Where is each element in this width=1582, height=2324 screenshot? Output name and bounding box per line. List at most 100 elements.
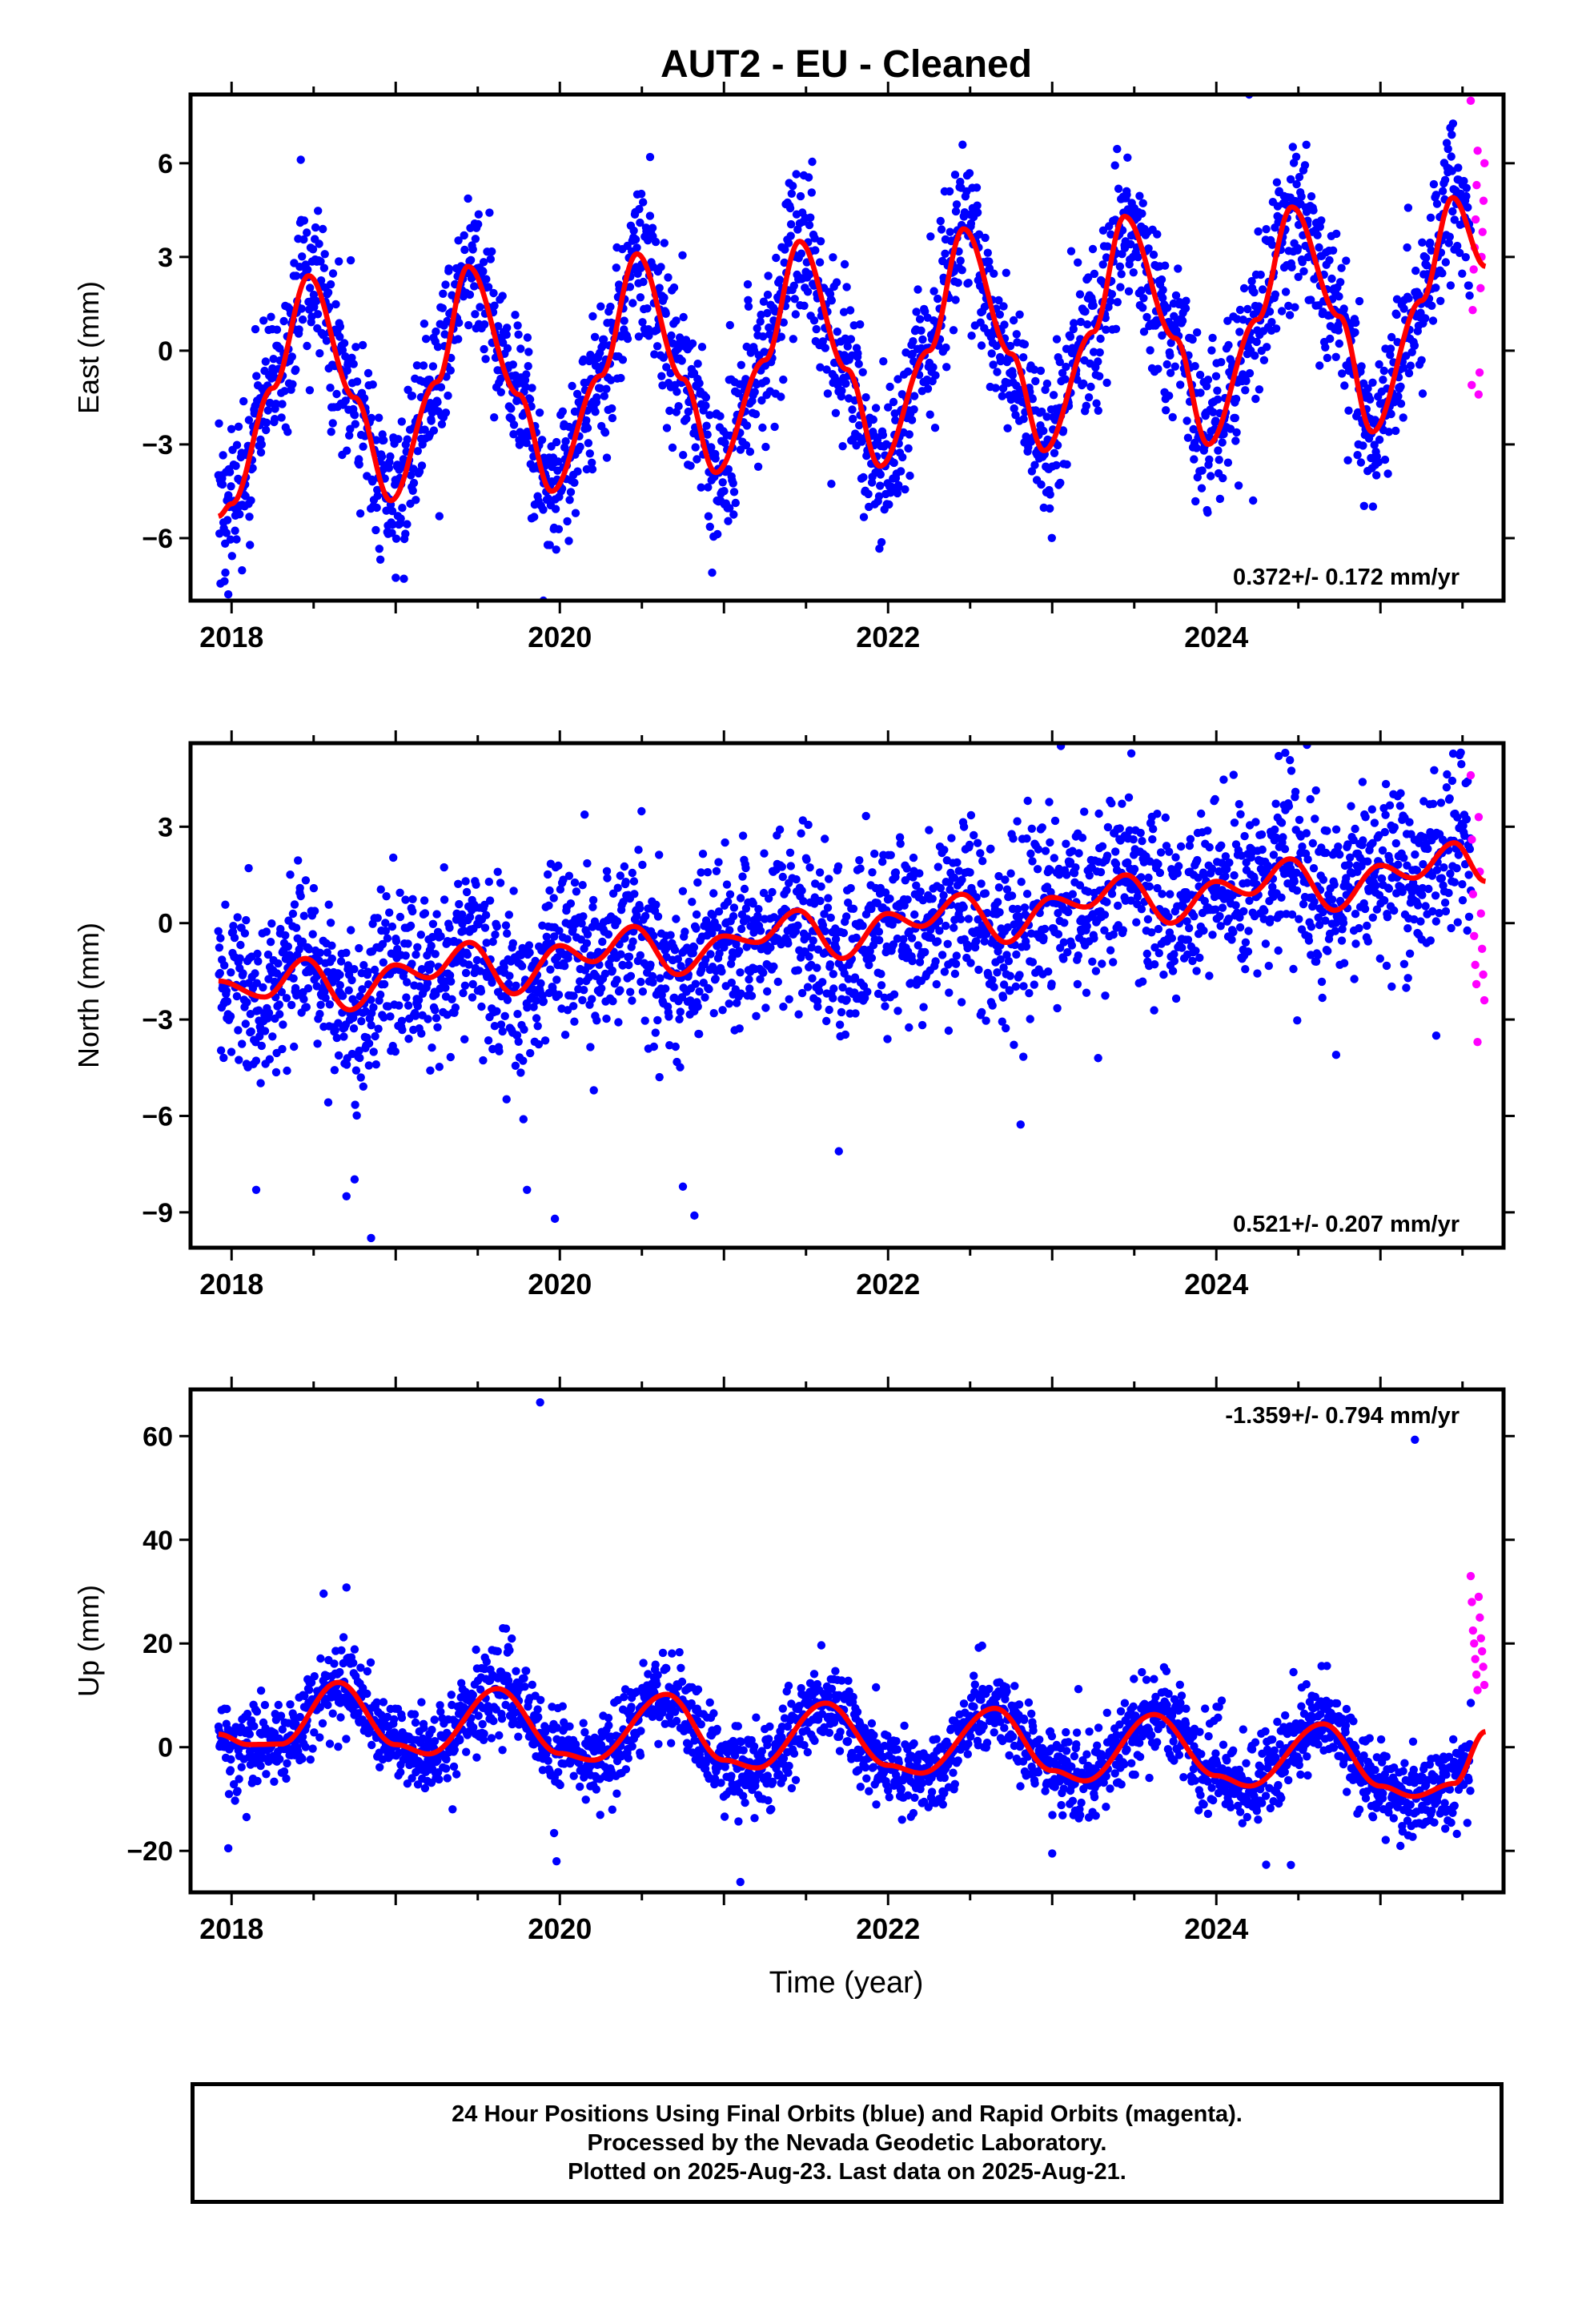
east-final-point [876, 470, 885, 479]
north-final-point [460, 1035, 469, 1044]
east-final-point [599, 335, 608, 344]
east-final-point [602, 384, 611, 393]
north-final-point [1291, 787, 1300, 796]
east-final-point [662, 424, 672, 432]
north-final-point [681, 927, 689, 936]
north-final-point [1073, 979, 1082, 989]
east-final-point [1106, 296, 1115, 306]
north-final-point [1161, 813, 1170, 822]
east-final-point [677, 356, 686, 365]
east-final-point [1342, 256, 1351, 265]
north-final-point [485, 896, 495, 905]
north-final-point [950, 873, 959, 883]
north-final-point [335, 981, 344, 990]
north-final-point [364, 1061, 373, 1070]
north-final-point [1034, 845, 1043, 854]
east-final-point [480, 320, 489, 329]
east-final-point [1375, 360, 1383, 369]
east-final-point [1157, 275, 1166, 284]
east-final-point [1299, 267, 1308, 275]
north-final-point [1012, 950, 1021, 959]
north-final-point [999, 980, 1009, 989]
east-final-point [1392, 295, 1402, 304]
east-final-point [351, 343, 360, 352]
east-final-point [846, 335, 856, 344]
east-final-point [396, 514, 405, 523]
north-final-point [802, 855, 811, 864]
north-final-point [330, 1066, 339, 1075]
east-final-point [869, 415, 878, 424]
north-final-point [736, 894, 745, 903]
east-final-point [991, 384, 1000, 392]
east-final-point [1313, 231, 1322, 239]
east-final-point [1056, 478, 1065, 488]
east-final-point [246, 541, 255, 549]
north-final-point [912, 881, 921, 891]
east-final-point [373, 492, 382, 501]
east-final-point [796, 191, 805, 201]
north-final-point [1399, 959, 1409, 969]
north-final-point [408, 895, 417, 904]
north-final-point [655, 1072, 664, 1082]
east-final-point [1037, 480, 1046, 489]
east-final-point [335, 257, 343, 266]
east-final-point [1089, 348, 1098, 356]
east-final-point [816, 363, 825, 372]
east-final-point [845, 306, 855, 315]
east-final-point [651, 237, 661, 247]
north-final-point [387, 922, 397, 931]
east-final-point [623, 334, 632, 344]
north-final-point [855, 856, 864, 865]
north-final-point [766, 943, 775, 952]
north-final-point [215, 968, 224, 978]
north-final-point [546, 965, 555, 974]
east-final-point [859, 513, 869, 521]
east-final-point [1205, 455, 1214, 464]
east-final-point [436, 383, 446, 392]
east-final-point [1170, 362, 1180, 371]
east-final-point [1315, 243, 1323, 252]
north-final-point [1319, 875, 1328, 884]
north-final-point [253, 949, 262, 959]
east-final-point [485, 208, 494, 217]
east-final-point [335, 332, 344, 341]
north-final-point [446, 1052, 455, 1062]
north-final-point [1323, 947, 1332, 955]
east-final-point [1426, 238, 1435, 247]
north-final-point [986, 844, 995, 854]
north-final-point [1269, 850, 1279, 859]
north-final-point [652, 900, 661, 910]
east-final-point [460, 231, 468, 240]
east-final-point [804, 173, 813, 182]
east-final-point [387, 507, 397, 516]
north-final-point [1033, 865, 1042, 874]
east-final-point [725, 504, 734, 513]
north-final-point [1280, 845, 1290, 854]
north-final-point [1041, 846, 1050, 855]
north-final-point [1123, 858, 1132, 867]
north-final-point [821, 834, 829, 843]
east-final-point [1254, 227, 1263, 236]
north-final-point [1046, 866, 1055, 875]
east-final-point [1050, 448, 1059, 457]
north-final-point [496, 879, 505, 887]
north-final-point [432, 990, 440, 999]
east-final-point [711, 454, 720, 463]
north-final-point [367, 1021, 375, 1030]
east-final-point [1356, 458, 1366, 467]
north-final-point [303, 984, 313, 993]
north-final-point [1363, 857, 1372, 866]
north-final-point [970, 830, 978, 840]
north-final-point [350, 965, 359, 974]
north-final-point [945, 988, 954, 997]
north-final-point [902, 864, 911, 873]
east-final-point [524, 348, 533, 356]
north-final-point [686, 996, 695, 1005]
east-final-point [1181, 304, 1191, 313]
north-final-point [1219, 775, 1228, 784]
north-final-point [222, 987, 231, 995]
north-final-point [1039, 934, 1048, 943]
east-final-point [1166, 339, 1175, 348]
north-final-point [230, 933, 239, 943]
east-final-point [268, 369, 278, 378]
